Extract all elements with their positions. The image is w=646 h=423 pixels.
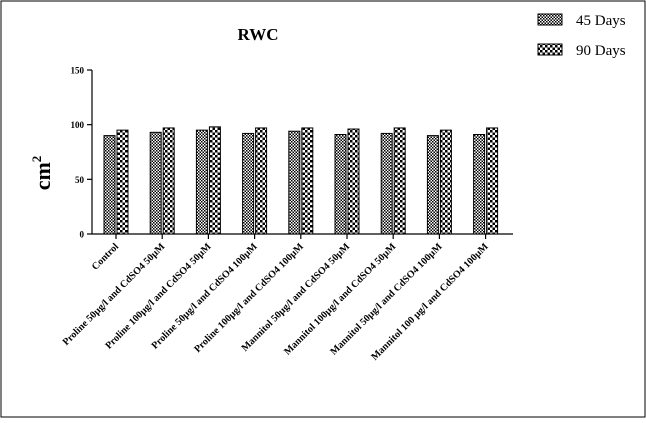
y-tick-label: 0 <box>80 230 85 240</box>
bar-45-days <box>150 132 161 234</box>
svg-text:cm2: cm2 <box>29 156 55 191</box>
y-tick-label: 50 <box>75 175 85 185</box>
legend: 45 Days 90 Days <box>538 13 626 59</box>
y-axis-label-base: cm <box>30 162 55 190</box>
x-tick-label: Control <box>90 241 121 272</box>
legend-swatch-45-days <box>538 14 562 25</box>
bar-45-days <box>381 133 392 234</box>
bar-90-days <box>163 128 174 234</box>
legend-label-90-days: 90 Days <box>576 43 626 59</box>
y-tick-label: 100 <box>71 120 85 130</box>
bar-45-days <box>196 130 207 234</box>
y-axis-label-superscript: 2 <box>29 156 44 163</box>
legend-item-45-days: 45 Days <box>538 13 626 29</box>
y-axis-label: cm2 <box>29 156 55 191</box>
bar-90-days <box>256 128 267 234</box>
bar-90-days <box>440 130 451 234</box>
bar-90-days <box>348 129 359 234</box>
bar-45-days <box>335 135 346 234</box>
legend-item-90-days: 90 Days <box>538 43 626 59</box>
bar-90-days <box>209 127 220 234</box>
y-tick-label: 150 <box>71 66 85 76</box>
bar-45-days <box>427 136 438 234</box>
legend-swatch-90-days <box>538 44 562 55</box>
legend-label-45-days: 45 Days <box>576 13 626 29</box>
bar-90-days <box>117 130 128 234</box>
bar-45-days <box>474 135 485 234</box>
bar-45-days <box>104 136 115 234</box>
bar-90-days <box>487 128 498 234</box>
bar-90-days <box>394 128 405 234</box>
bar-45-days <box>243 133 254 234</box>
bars <box>104 127 498 234</box>
y-ticks: 0 50 100 150 <box>71 66 93 240</box>
bar-45-days <box>289 131 300 234</box>
chart-title: RWC <box>238 25 279 44</box>
bar-90-days <box>302 128 313 234</box>
